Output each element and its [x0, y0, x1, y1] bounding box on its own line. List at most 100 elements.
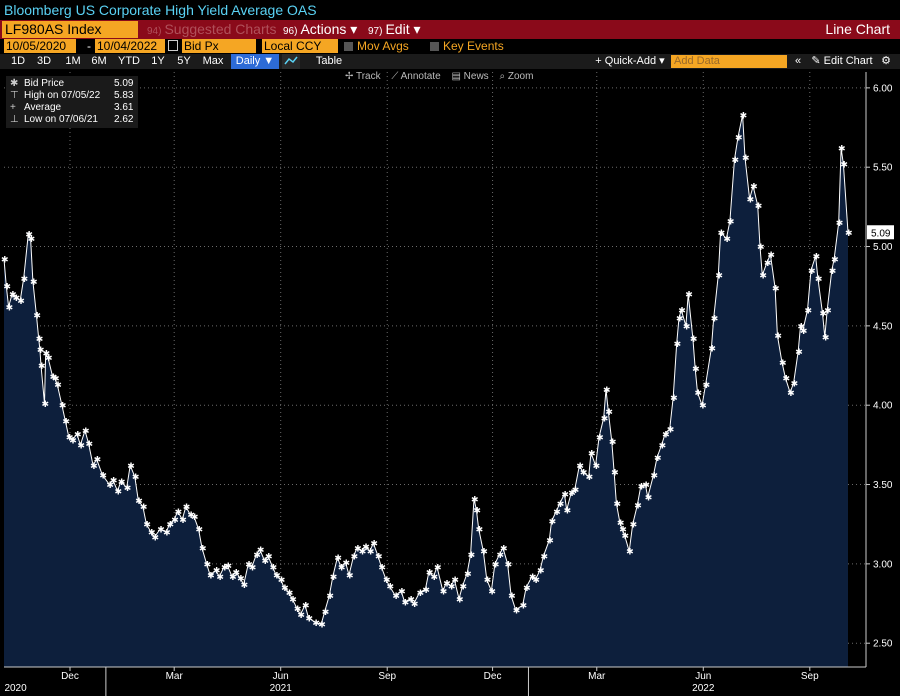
- mov-avgs-checkbox[interactable]: [344, 42, 353, 51]
- edit-chart-button[interactable]: ✎ Edit Chart: [811, 55, 873, 67]
- average-symbol: +: [10, 102, 16, 113]
- data-point: ✱: [685, 291, 693, 301]
- data-point: ✱: [580, 468, 588, 478]
- x-tick-label: Sep: [378, 671, 396, 682]
- data-point: ✱: [674, 340, 682, 350]
- data-point: ✱: [411, 600, 419, 610]
- data-point: ✱: [572, 486, 580, 496]
- data-point: ✱: [815, 275, 823, 285]
- data-point: ✱: [86, 440, 94, 450]
- period-3d-button[interactable]: 3D: [36, 55, 52, 67]
- track-tool[interactable]: ✢ Track: [345, 71, 381, 82]
- period-1m-button[interactable]: 1M: [65, 55, 81, 67]
- data-point: ✱: [3, 283, 11, 293]
- y-tick-label: 3.00: [873, 559, 893, 570]
- data-point: ✱: [302, 602, 310, 612]
- data-point: ✱: [28, 235, 36, 245]
- data-point: ✱: [779, 359, 787, 369]
- chart-title: Bloomberg US Corporate High Yield Averag…: [4, 2, 317, 18]
- table-button[interactable]: Table: [315, 55, 343, 67]
- period-1y-button[interactable]: 1Y: [151, 55, 165, 67]
- data-point: ✱: [619, 525, 627, 535]
- suggested-charts-button[interactable]: 94) Suggested Charts: [143, 21, 281, 38]
- data-point: ✱: [378, 564, 386, 574]
- data-point: ✱: [312, 619, 320, 629]
- start-date-input[interactable]: 10/05/2020: [4, 39, 76, 53]
- data-point: ✱: [346, 571, 354, 581]
- frequency-dropdown[interactable]: Daily ▼: [231, 54, 279, 69]
- period-max-button[interactable]: Max: [202, 55, 224, 67]
- data-point: ✱: [17, 297, 25, 307]
- key-events-label: Key Events: [443, 39, 504, 53]
- data-point: ✱: [813, 253, 821, 263]
- quick-add-button[interactable]: + Quick-Add ▾: [595, 55, 665, 67]
- field-select[interactable]: Bid Px: [182, 39, 256, 53]
- data-point: ✱: [750, 183, 758, 193]
- data-point: ✱: [196, 525, 204, 535]
- calendar-icon[interactable]: [168, 40, 178, 51]
- data-point: ✱: [508, 592, 516, 602]
- data-point: ✱: [667, 426, 675, 436]
- line-style-icon[interactable]: [282, 54, 300, 69]
- data-point: ✱: [431, 573, 439, 583]
- currency-select[interactable]: Local CCY: [262, 39, 338, 53]
- data-point: ✱: [402, 598, 410, 608]
- data-point: ✱: [800, 327, 808, 337]
- data-point: ✱: [207, 571, 215, 581]
- data-point: ✱: [434, 564, 442, 574]
- data-point: ✱: [708, 345, 716, 355]
- data-point: ✱: [703, 381, 711, 391]
- data-point: ✱: [359, 548, 367, 558]
- data-point: ✱: [742, 154, 750, 164]
- data-point: ✱: [484, 576, 492, 586]
- collapse-icon[interactable]: «: [794, 55, 802, 67]
- data-point: ✱: [106, 481, 114, 491]
- x-tick-label: Mar: [166, 671, 184, 682]
- data-point: ✱: [611, 468, 619, 478]
- data-point: ✱: [237, 575, 245, 585]
- last-value-tag: [867, 225, 894, 240]
- data-point: ✱: [740, 111, 748, 121]
- key-events-checkbox[interactable]: [430, 42, 439, 51]
- data-point: ✱: [175, 508, 183, 518]
- data-point: ✱: [645, 494, 653, 504]
- data-point: ✱: [497, 551, 505, 561]
- data-point: ✱: [273, 571, 281, 581]
- data-point: ✱: [520, 602, 528, 612]
- data-point: ✱: [152, 533, 160, 543]
- series-area: [4, 114, 848, 668]
- actions-button[interactable]: 96) Actions ▾: [279, 21, 361, 38]
- last-value-label: 5.09: [871, 228, 891, 239]
- data-point: ✱: [845, 229, 853, 239]
- data-point: ✱: [54, 381, 62, 391]
- suggested-label: Suggested Charts: [164, 21, 277, 37]
- data-point: ✱: [694, 389, 702, 399]
- data-point: ✱: [804, 307, 812, 317]
- data-point: ✱: [127, 462, 135, 472]
- settings-gear-icon[interactable]: ⚙: [881, 55, 891, 67]
- annotate-tool[interactable]: ⟋ Annotate: [391, 71, 441, 82]
- period-5y-button[interactable]: 5Y: [177, 55, 191, 67]
- legend-box: ✱ Bid Price 5.09 ⊤ High on 07/05/22 5.83 + Av…: [6, 76, 138, 128]
- period-1d-button[interactable]: 1D: [10, 55, 26, 67]
- data-point: ✱: [233, 568, 241, 578]
- news-tool[interactable]: ▤ News: [451, 71, 489, 82]
- zoom-tool[interactable]: ⌕ Zoom: [499, 71, 534, 82]
- period-ytd-button[interactable]: YTD: [118, 55, 140, 67]
- data-point: ✱: [305, 614, 313, 624]
- data-point: ✱: [6, 303, 14, 313]
- data-point: ✱: [603, 386, 611, 396]
- data-point: ✱: [557, 500, 565, 510]
- legend-label: Bid Price: [24, 78, 65, 89]
- data-point: ✱: [204, 560, 212, 570]
- edit-button[interactable]: 97) Edit ▾: [364, 21, 425, 38]
- y-tick-label: 5.00: [873, 242, 893, 253]
- legend-value: 2.62: [114, 114, 134, 125]
- y-tick-label: 6.00: [873, 83, 893, 94]
- data-point: ✱: [90, 462, 98, 472]
- end-date-input[interactable]: 10/04/2022: [95, 39, 165, 53]
- period-6m-button[interactable]: 6M: [91, 55, 107, 67]
- ticker-field[interactable]: LF980AS Index: [2, 21, 138, 38]
- add-data-input[interactable]: Add Data: [671, 55, 787, 68]
